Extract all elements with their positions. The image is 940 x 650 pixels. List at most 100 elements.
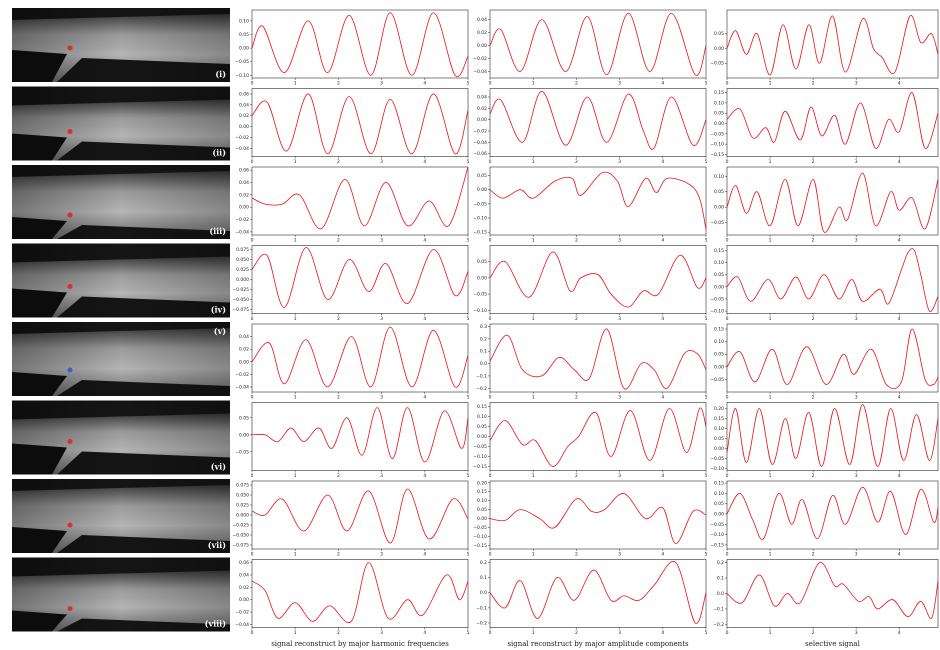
x-tick-label: 0 — [489, 552, 492, 558]
x-tick-label: 0 — [726, 630, 729, 636]
x-tick-label: 3 — [855, 395, 858, 401]
x-tick-label: 1 — [532, 552, 535, 558]
y-tick-label: 0.1 — [480, 349, 487, 355]
x-tick-label: 3 — [855, 159, 858, 165]
x-tick-label: 2 — [575, 552, 578, 558]
oct-image — [12, 401, 230, 475]
y-tick-label: 0.10 — [477, 498, 487, 504]
y-tick-label: 0.00 — [239, 205, 249, 211]
chart: 0.150.100.050.00−0.0501234 — [710, 324, 938, 401]
x-tick-label: 3 — [618, 81, 621, 87]
x-tick-label: 5 — [705, 552, 708, 558]
y-tick-label: 0.00 — [714, 205, 724, 211]
x-tick-label: 4 — [423, 395, 426, 401]
y-tick-label: 0.00 — [477, 516, 487, 522]
y-tick-label: 0.075 — [236, 483, 249, 489]
y-tick-label: 0.02 — [477, 106, 487, 112]
x-tick-label: 1 — [769, 81, 772, 87]
y-tick-label: −0.10 — [710, 532, 724, 538]
chart: 0.200.150.100.050.00−0.05−0.10−0.1501234… — [473, 480, 707, 557]
row-label: (vi) — [211, 462, 226, 472]
row-label: (iv) — [211, 305, 226, 315]
y-tick-label: 0.02 — [477, 30, 487, 36]
chart: 0.0750.0500.0250.000−0.025−0.050−0.07501… — [232, 481, 469, 558]
y-tick-label: −0.15 — [710, 542, 724, 548]
chart: 0.100.050.00−0.0501234 — [710, 167, 938, 244]
y-tick-label: 0.06 — [239, 91, 249, 97]
y-tick-label: −0.05 — [710, 296, 724, 302]
signal-line — [727, 404, 938, 466]
signal-line — [727, 92, 938, 148]
y-tick-label: −0.1 — [713, 606, 724, 612]
x-tick-label: 0 — [726, 316, 729, 322]
y-tick-label: −0.04 — [473, 69, 487, 75]
y-tick-label: −0.02 — [235, 610, 249, 616]
chart: 0.30.20.10.0−0.1−0.2012345 — [476, 324, 708, 401]
x-tick-label: 0 — [251, 630, 254, 636]
x-tick-label: 4 — [423, 552, 426, 558]
y-tick-label: −0.2 — [476, 620, 487, 626]
x-tick-label: 1 — [769, 552, 772, 558]
y-tick-label: −0.050 — [232, 533, 249, 539]
chart: 0.040.020.00−0.02−0.04012345 — [473, 10, 707, 87]
y-tick-label: 0.04 — [239, 334, 249, 340]
oct-image — [12, 244, 230, 318]
x-tick-label: 3 — [618, 630, 621, 636]
x-tick-label: 0 — [489, 473, 492, 479]
x-tick-label: 5 — [705, 238, 708, 244]
y-tick-label: −0.15 — [473, 464, 487, 470]
y-tick-label: 0.10 — [714, 339, 724, 345]
y-tick-label: −0.1 — [476, 373, 487, 379]
y-tick-label: −0.05 — [710, 522, 724, 528]
y-tick-label: 0.00 — [477, 275, 487, 281]
y-tick-label: −0.050 — [232, 297, 249, 303]
x-tick-label: 2 — [812, 238, 815, 244]
x-tick-label: 3 — [855, 552, 858, 558]
plot-frame — [727, 10, 938, 78]
chart: 0.050.00−0.0501234 — [710, 10, 938, 87]
chart: 0.060.040.020.00−0.02−0.04012345 — [235, 89, 469, 166]
x-tick-label: 3 — [855, 81, 858, 87]
x-tick-label: 2 — [812, 159, 815, 165]
y-tick-label: −0.05 — [473, 525, 487, 531]
y-tick-label: −0.1 — [476, 605, 487, 611]
chart: 0.20.10.0−0.1−0.2012345 — [476, 560, 708, 637]
y-tick-label: 0.10 — [714, 174, 724, 180]
marker — [68, 284, 73, 289]
y-tick-label: 0.2 — [717, 560, 724, 566]
plot-frame — [490, 167, 706, 235]
y-tick-label: 0.050 — [236, 257, 249, 263]
x-tick-label: 4 — [423, 238, 426, 244]
y-tick-label: 0.000 — [236, 277, 249, 283]
y-tick-label: 0.15 — [714, 248, 724, 254]
y-tick-label: 0.20 — [477, 480, 487, 486]
x-tick-label: 1 — [532, 81, 535, 87]
x-tick-label: 4 — [898, 473, 901, 479]
marker — [68, 368, 73, 373]
y-tick-label: −0.06 — [473, 151, 487, 157]
signal-line — [727, 487, 938, 539]
y-tick-label: 0.00 — [714, 284, 724, 290]
x-tick-label: 3 — [380, 159, 383, 165]
y-tick-label: 0.15 — [714, 416, 724, 422]
y-tick-label: 0.0 — [480, 361, 487, 367]
x-tick-label: 2 — [337, 238, 340, 244]
x-tick-label: 0 — [489, 630, 492, 636]
chart: 0.150.100.050.00−0.05−0.1001234 — [710, 246, 938, 323]
x-tick-label: 5 — [705, 316, 708, 322]
oct-image — [12, 479, 230, 553]
row-label: (ii) — [212, 148, 226, 158]
plot-frame — [727, 89, 938, 157]
y-tick-label: −0.02 — [473, 56, 487, 62]
x-tick-label: 0 — [251, 159, 254, 165]
chart: 0.100.050.00−0.05−0.10012345 — [235, 10, 469, 87]
x-tick-label: 0 — [489, 316, 492, 322]
y-tick-label: −0.10 — [473, 216, 487, 222]
y-tick-label: 0.10 — [714, 260, 724, 266]
oct-image — [12, 322, 230, 396]
x-tick-label: 5 — [467, 316, 470, 322]
plot-frame — [490, 560, 706, 628]
y-tick-label: 0.05 — [714, 436, 724, 442]
signal-line — [490, 408, 706, 467]
